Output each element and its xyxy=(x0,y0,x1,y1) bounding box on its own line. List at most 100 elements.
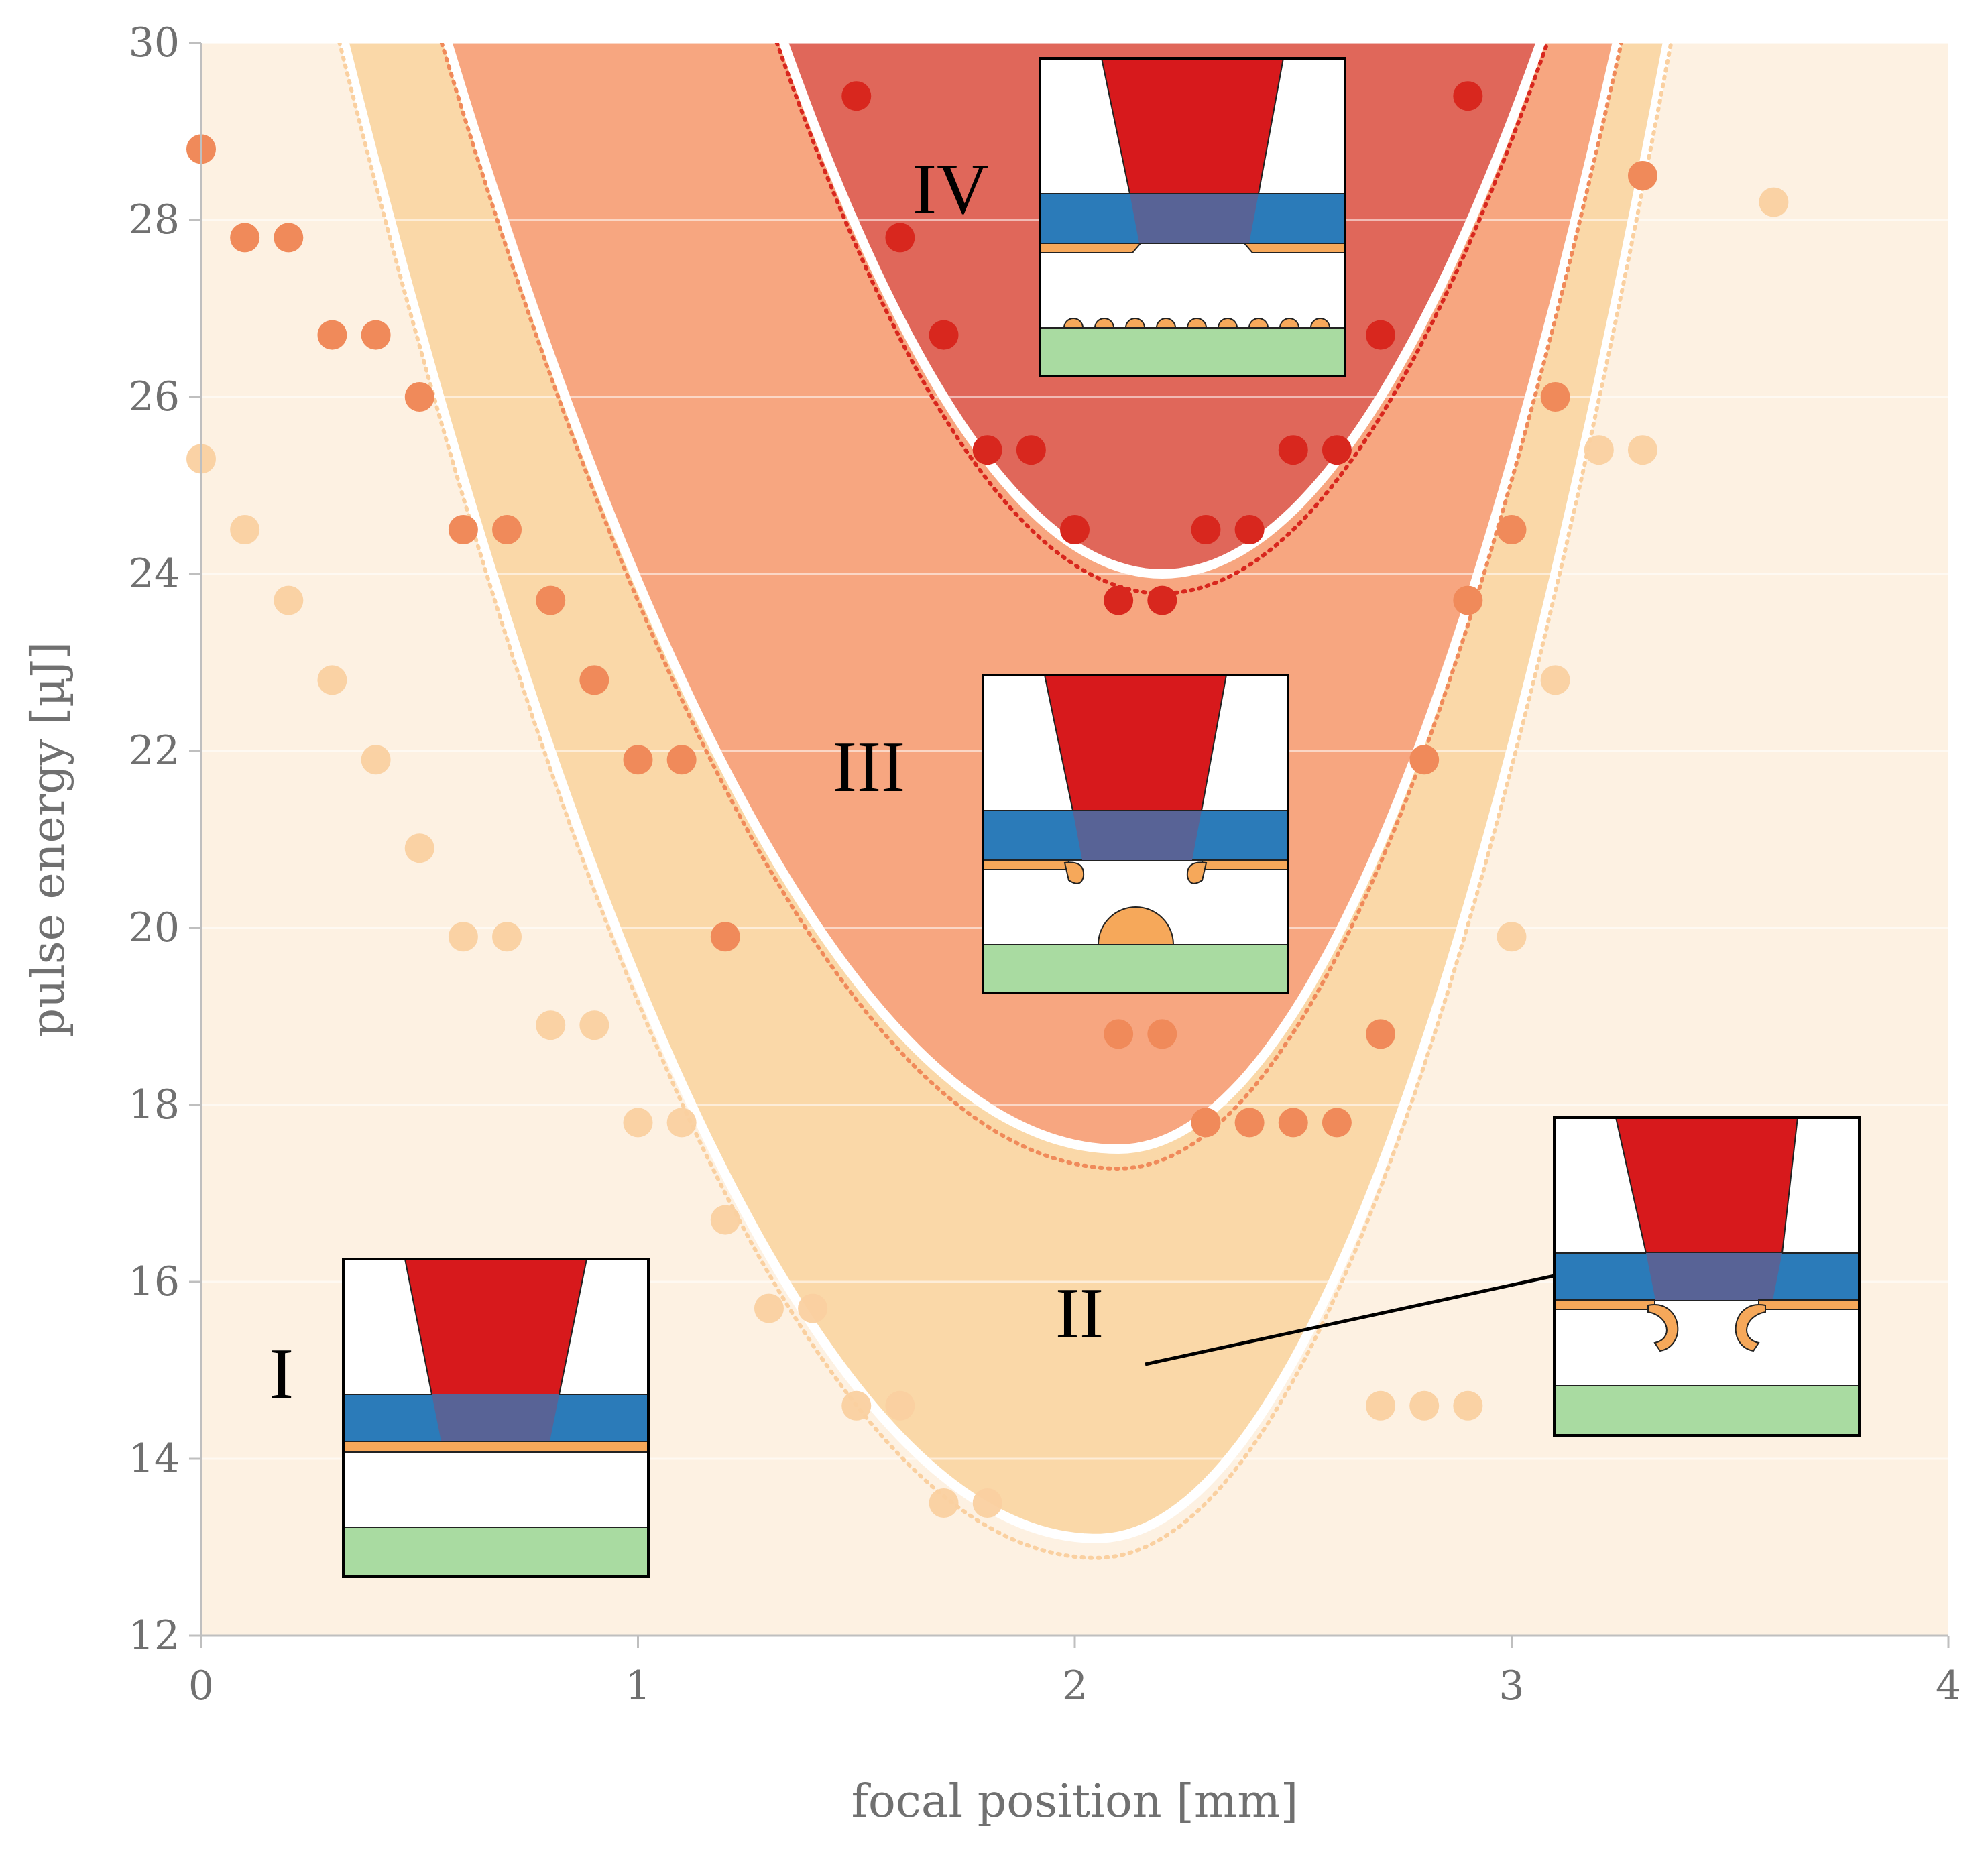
data-point-ii xyxy=(972,1488,1002,1518)
metal-particle xyxy=(1248,318,1269,329)
data-point-iv xyxy=(1060,515,1090,544)
metal-droplet xyxy=(1097,906,1175,945)
data-points xyxy=(186,81,1789,1518)
data-point-iii xyxy=(1366,1019,1396,1049)
data-point-ii xyxy=(885,1390,915,1421)
metal-particle xyxy=(1063,318,1084,329)
metal-film xyxy=(343,1441,649,1453)
laser-beam xyxy=(1100,58,1285,194)
region-ii-leader-line xyxy=(1145,1274,1555,1366)
metal-film-right xyxy=(1242,243,1346,253)
boundary-fit-line-iii xyxy=(439,43,1624,1171)
data-point-ii xyxy=(1453,1390,1483,1421)
data-point-ii xyxy=(579,1010,609,1040)
data-point-iii xyxy=(1278,1108,1308,1138)
data-point-iv xyxy=(1147,585,1177,615)
x-tick-label: 3 xyxy=(1499,1663,1524,1710)
data-point-iv xyxy=(1016,435,1046,465)
data-point-iii xyxy=(274,223,304,253)
metal-particle xyxy=(1155,318,1177,329)
data-point-iv xyxy=(972,435,1002,465)
data-point-ii xyxy=(710,1205,740,1235)
data-point-ii xyxy=(1540,665,1570,695)
data-point-iv xyxy=(1453,81,1483,111)
data-point-iii xyxy=(1104,1019,1134,1049)
x-tick-label: 2 xyxy=(1062,1663,1088,1710)
inset-frame xyxy=(982,674,1289,994)
data-point-iii xyxy=(361,320,391,350)
y-tick-label: 26 xyxy=(129,373,180,420)
data-point-iv xyxy=(1366,320,1396,350)
data-point-iii xyxy=(1409,745,1440,775)
region-label-i: I xyxy=(270,1334,294,1414)
data-point-iii xyxy=(1497,515,1527,544)
data-point-ii xyxy=(1497,922,1527,952)
film-edge-bead-right xyxy=(1186,861,1208,884)
y-ticks: 12 14 16 18 20 22 24 26 28 30 xyxy=(129,19,201,1659)
data-point-iii xyxy=(710,922,740,952)
beam-overlap xyxy=(1130,194,1259,243)
laser-beam xyxy=(1615,1117,1799,1254)
data-point-ii xyxy=(230,515,260,544)
inset-diagram-iii xyxy=(982,674,1289,994)
substrate xyxy=(1039,327,1346,377)
inset-frame xyxy=(1039,57,1346,377)
data-point-iii xyxy=(623,745,653,775)
boundary-fit-line-ii xyxy=(337,43,1674,1560)
data-point-iii xyxy=(579,665,609,695)
data-point-iii xyxy=(492,515,522,544)
data-point-iv xyxy=(929,320,959,350)
inset-frame xyxy=(1553,1116,1861,1437)
y-tick-label: 24 xyxy=(129,550,180,597)
data-point-ii xyxy=(1409,1390,1440,1421)
data-point-iii xyxy=(1147,1019,1177,1049)
data-point-iv xyxy=(1322,435,1352,465)
data-point-ii xyxy=(1584,435,1614,465)
data-point-iv xyxy=(1278,435,1308,465)
data-point-iii xyxy=(1322,1108,1352,1138)
region-label-iii: III xyxy=(833,727,905,807)
data-point-iii xyxy=(666,745,697,775)
substrate xyxy=(1554,1385,1860,1436)
data-point-ii xyxy=(1366,1390,1396,1421)
metal-particle xyxy=(1309,318,1331,329)
substrate xyxy=(982,944,1289,994)
metal-film-left xyxy=(982,859,1069,870)
metal-film-right xyxy=(1758,1299,1860,1310)
film-edge-bead-left xyxy=(1063,861,1085,884)
x-ticks: 0 1 2 3 4 xyxy=(188,1636,1961,1710)
y-tick-label: 22 xyxy=(129,727,180,774)
region-label-iv: IV xyxy=(913,150,989,229)
data-point-iii xyxy=(317,320,347,350)
y-tick-label: 20 xyxy=(129,904,180,951)
data-point-ii xyxy=(361,745,391,775)
data-point-iii xyxy=(536,585,566,615)
y-axis-title: pulse energy [µJ] xyxy=(22,642,75,1038)
data-point-ii xyxy=(536,1010,566,1040)
data-point-iv xyxy=(1234,515,1265,544)
laser-beam xyxy=(1043,674,1228,811)
curled-edge-left xyxy=(1647,1304,1679,1352)
inset-diagram-iv xyxy=(1039,57,1346,377)
metal-film-left xyxy=(1039,243,1143,253)
data-point-ii xyxy=(798,1293,828,1323)
y-tick-label: 18 xyxy=(129,1081,180,1128)
y-tick-label: 14 xyxy=(129,1435,180,1482)
metal-film-right xyxy=(1202,859,1289,870)
beam-overlap xyxy=(1646,1253,1782,1300)
data-point-ii xyxy=(1627,435,1657,465)
boundary-fit-line-iv xyxy=(774,43,1550,596)
data-point-iii xyxy=(230,223,260,253)
substrate xyxy=(343,1527,649,1577)
data-point-ii xyxy=(1759,187,1789,217)
data-point-iii xyxy=(1191,1108,1221,1138)
data-point-iv xyxy=(1104,585,1134,615)
region-label-ii: II xyxy=(1055,1274,1104,1354)
metal-particle xyxy=(1186,318,1208,329)
data-point-ii xyxy=(666,1108,697,1138)
y-tick-label: 16 xyxy=(129,1258,180,1305)
data-point-iii xyxy=(404,382,434,412)
curled-edge-right xyxy=(1735,1304,1766,1352)
inset-diagram-i xyxy=(342,1258,650,1578)
x-tick-label: 4 xyxy=(1936,1663,1961,1710)
